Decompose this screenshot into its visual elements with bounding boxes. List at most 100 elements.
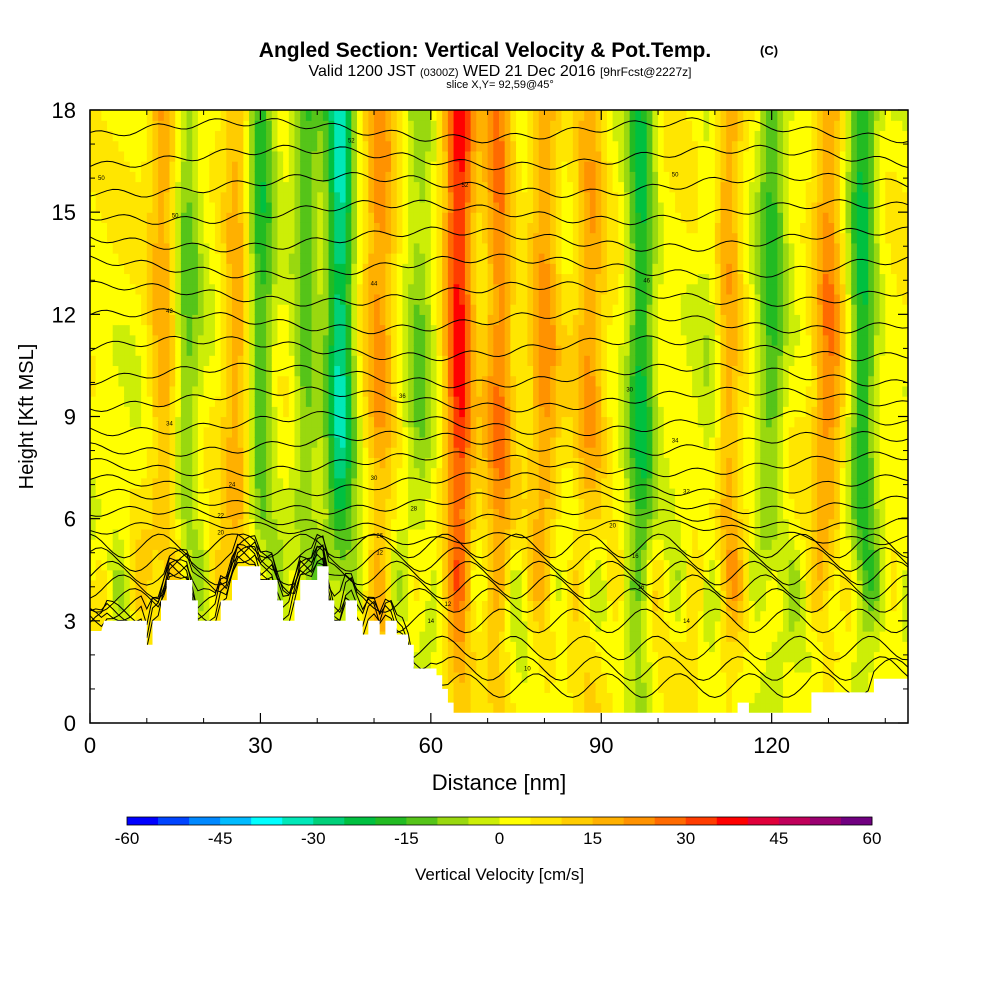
velocity-cell <box>339 140 347 152</box>
velocity-cell <box>95 549 102 561</box>
velocity-cell <box>356 416 364 428</box>
velocity-cell <box>396 375 404 387</box>
velocity-cell <box>430 375 438 387</box>
velocity-cell <box>402 477 409 489</box>
velocity-cell <box>214 222 222 234</box>
velocity-cell <box>476 314 483 326</box>
velocity-cell <box>101 610 108 622</box>
velocity-cell <box>249 396 256 407</box>
velocity-cell <box>135 406 142 418</box>
velocity-cell <box>425 528 432 540</box>
velocity-cell <box>141 467 148 479</box>
velocity-cell <box>493 283 500 295</box>
velocity-cell <box>436 150 443 162</box>
velocity-cell <box>510 385 517 397</box>
velocity-cell <box>300 549 307 561</box>
velocity-cell <box>322 263 330 275</box>
velocity-cell <box>436 436 443 448</box>
velocity-cell <box>544 508 551 520</box>
velocity-cell <box>476 457 483 469</box>
velocity-cell <box>453 498 460 510</box>
velocity-cell <box>158 559 165 571</box>
velocity-cell <box>152 263 159 275</box>
velocity-cell <box>266 549 273 561</box>
velocity-cell <box>476 692 483 704</box>
velocity-cell <box>516 375 523 387</box>
velocity-cell <box>328 365 335 377</box>
velocity-cell <box>504 181 511 193</box>
velocity-cell <box>266 539 273 550</box>
velocity-cell <box>413 355 421 367</box>
velocity-cell <box>425 273 432 285</box>
velocity-cell <box>288 263 296 275</box>
velocity-cell <box>447 222 455 234</box>
velocity-cell <box>163 324 171 336</box>
velocity-cell <box>158 304 165 315</box>
velocity-cell <box>550 396 557 407</box>
velocity-cell <box>430 314 438 326</box>
velocity-cell <box>237 110 244 121</box>
velocity-cell <box>356 273 364 285</box>
velocity-cell <box>487 130 494 142</box>
velocity-cell <box>95 140 102 152</box>
velocity-cell <box>442 539 449 550</box>
velocity-cell <box>464 569 472 581</box>
velocity-cell <box>112 559 119 571</box>
velocity-cell <box>203 253 210 264</box>
velocity-cell <box>555 549 563 561</box>
velocity-cell <box>459 498 466 510</box>
velocity-cell <box>288 518 296 530</box>
velocity-cell <box>124 110 131 121</box>
velocity-cell <box>175 334 182 346</box>
velocity-cell <box>521 110 528 121</box>
velocity-cell <box>197 539 205 550</box>
velocity-cell <box>419 528 426 540</box>
velocity-cell <box>192 283 199 295</box>
velocity-cell <box>368 559 375 571</box>
velocity-cell <box>101 549 108 561</box>
velocity-cell <box>493 365 500 377</box>
velocity-cell <box>328 212 335 223</box>
velocity-cell <box>107 140 114 152</box>
velocity-cell <box>493 222 500 234</box>
velocity-cell <box>396 579 404 591</box>
velocity-cell <box>442 406 449 418</box>
velocity-cell <box>521 590 528 601</box>
velocity-cell <box>220 447 227 458</box>
velocity-cell <box>277 549 284 561</box>
velocity-cell <box>283 355 290 367</box>
velocity-cell <box>391 263 398 275</box>
velocity-cell <box>192 201 199 213</box>
velocity-cell <box>141 518 148 530</box>
velocity-cell <box>510 590 517 601</box>
velocity-cell <box>464 344 472 356</box>
velocity-cell <box>146 150 154 162</box>
velocity-cell <box>544 304 551 315</box>
velocity-cell <box>470 641 477 653</box>
velocity-cell <box>521 692 528 704</box>
velocity-cell <box>391 549 398 561</box>
velocity-cell <box>271 344 279 356</box>
velocity-cell <box>260 130 267 142</box>
velocity-cell <box>476 355 483 367</box>
velocity-cell <box>317 508 324 520</box>
velocity-cell <box>317 528 324 540</box>
velocity-cell <box>260 201 267 213</box>
velocity-cell <box>555 702 563 714</box>
velocity-cell <box>152 232 159 244</box>
velocity-cell <box>197 344 205 356</box>
velocity-cell <box>305 273 313 285</box>
velocity-cell <box>95 334 102 346</box>
velocity-cell <box>504 273 511 285</box>
velocity-cell <box>277 242 284 254</box>
velocity-cell <box>237 365 244 377</box>
velocity-cell <box>186 232 193 244</box>
velocity-cell <box>254 518 262 530</box>
velocity-cell <box>487 253 494 264</box>
velocity-cell <box>481 528 489 540</box>
velocity-cell <box>447 212 455 223</box>
velocity-cell <box>425 447 432 458</box>
velocity-cell <box>516 559 523 571</box>
velocity-cell <box>379 579 386 591</box>
velocity-cell <box>197 283 205 295</box>
